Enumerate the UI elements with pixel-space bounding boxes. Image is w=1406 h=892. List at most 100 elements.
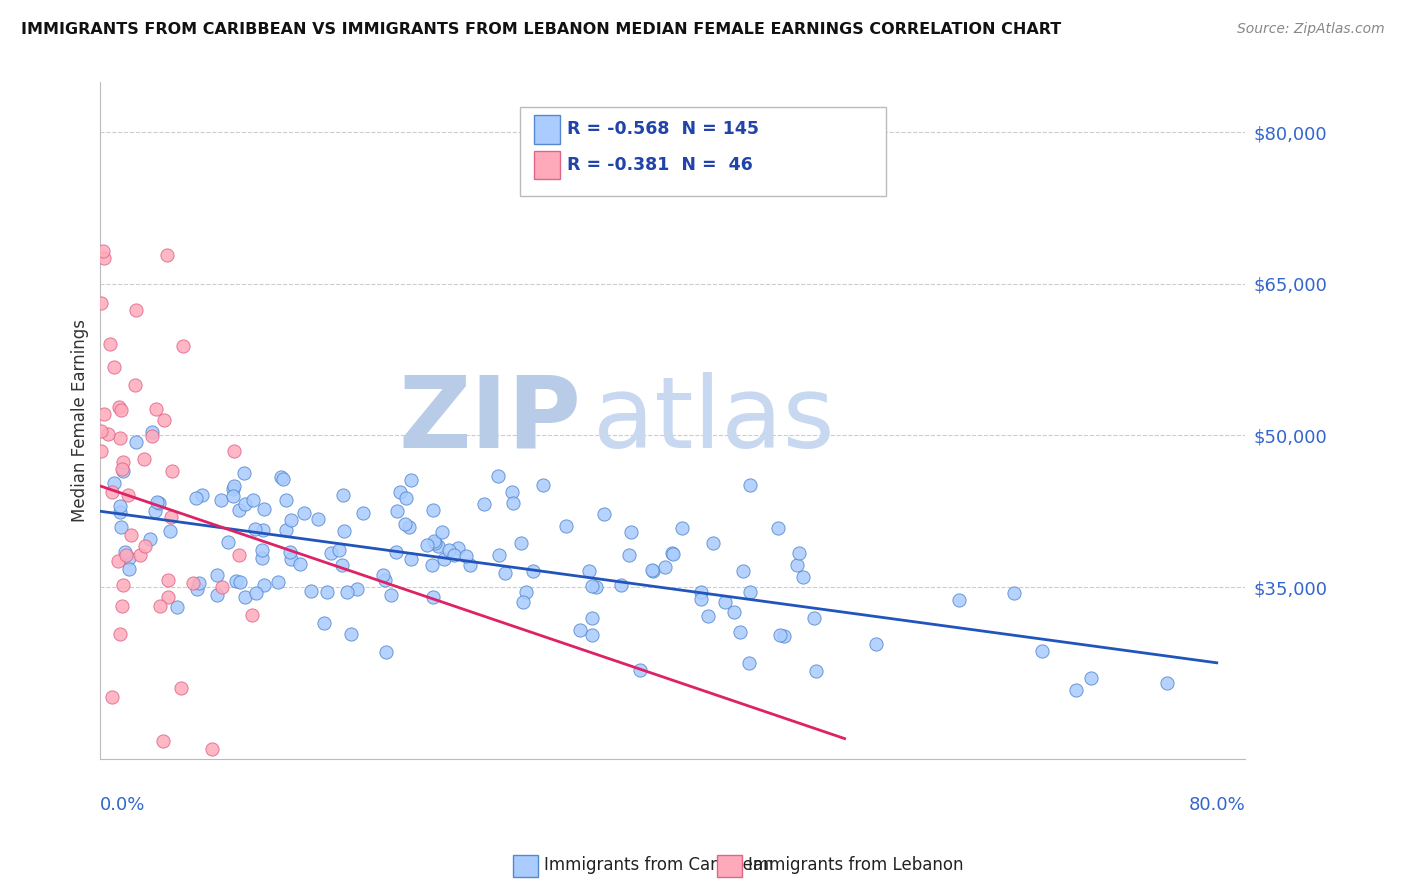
Point	[111, 462, 134, 476]
Point	[554, 518, 576, 533]
Point	[148, 496, 170, 510]
Point	[190, 487, 212, 501]
Point	[90, 443, 112, 458]
Point	[225, 574, 247, 588]
Point	[515, 585, 537, 599]
Point	[188, 576, 211, 591]
Point	[420, 558, 443, 572]
Point	[224, 444, 246, 458]
Point	[948, 592, 970, 607]
Point	[501, 484, 523, 499]
Point	[274, 523, 297, 537]
Point	[181, 576, 204, 591]
Text: Immigrants from Caribbean: Immigrants from Caribbean	[544, 856, 773, 874]
Point	[160, 464, 183, 478]
Point	[240, 608, 263, 623]
Point	[276, 493, 298, 508]
Point	[118, 551, 141, 566]
Point	[786, 558, 808, 572]
Point	[110, 403, 132, 417]
Point	[252, 524, 274, 538]
Point	[129, 548, 152, 562]
Point	[242, 492, 264, 507]
Point	[138, 532, 160, 546]
Point	[1156, 675, 1178, 690]
Point	[447, 541, 470, 556]
Point	[117, 487, 139, 501]
Text: 0.0%: 0.0%	[100, 796, 146, 814]
Point	[146, 495, 169, 509]
Point	[107, 401, 129, 415]
Point	[769, 628, 792, 642]
Point	[610, 578, 633, 592]
Point	[401, 473, 423, 487]
Point	[209, 492, 232, 507]
Point	[531, 477, 554, 491]
Point	[93, 244, 115, 258]
Point	[101, 690, 124, 705]
Point	[433, 552, 456, 566]
Point	[186, 491, 208, 506]
Point	[143, 504, 166, 518]
Point	[90, 425, 112, 439]
Point	[662, 547, 685, 561]
Point	[388, 484, 411, 499]
Point	[488, 548, 510, 562]
Point	[233, 497, 256, 511]
Point	[395, 491, 418, 506]
Point	[312, 615, 335, 630]
Point	[125, 435, 148, 450]
Point	[228, 548, 250, 562]
Point	[271, 471, 294, 485]
Point	[731, 564, 754, 578]
Point	[522, 564, 544, 578]
Point	[486, 469, 509, 483]
Point	[93, 407, 115, 421]
Point	[456, 549, 478, 563]
Point	[766, 521, 789, 535]
Point	[90, 296, 112, 310]
Point	[205, 588, 228, 602]
Point	[107, 554, 129, 568]
Point	[792, 569, 814, 583]
Point	[245, 522, 267, 536]
Point	[111, 599, 134, 613]
Point	[115, 548, 138, 562]
Point	[592, 507, 614, 521]
Text: IMMIGRANTS FROM CARIBBEAN VS IMMIGRANTS FROM LEBANON MEDIAN FEMALE EARNINGS CORR: IMMIGRANTS FROM CARIBBEAN VS IMMIGRANTS …	[21, 22, 1062, 37]
Text: ZIP: ZIP	[398, 372, 581, 469]
Point	[332, 488, 354, 502]
Point	[714, 595, 737, 609]
Point	[124, 302, 146, 317]
Text: Source: ZipAtlas.com: Source: ZipAtlas.com	[1237, 22, 1385, 37]
Text: R = -0.381  N =  46: R = -0.381 N = 46	[567, 156, 752, 174]
Point	[97, 427, 120, 442]
Point	[156, 573, 179, 587]
Point	[319, 546, 342, 560]
Point	[352, 506, 374, 520]
Point	[803, 610, 825, 624]
Point	[702, 536, 724, 550]
Point	[398, 520, 420, 534]
Point	[380, 588, 402, 602]
Point	[152, 733, 174, 747]
Point	[423, 536, 446, 550]
Point	[280, 513, 302, 527]
Point	[217, 534, 239, 549]
Point	[110, 431, 132, 445]
Point	[159, 524, 181, 538]
Point	[512, 595, 534, 609]
Point	[103, 359, 125, 374]
Point	[267, 575, 290, 590]
Point	[98, 336, 121, 351]
Point	[394, 516, 416, 531]
Point	[690, 591, 713, 606]
Point	[112, 455, 135, 469]
Point	[641, 563, 664, 577]
Point	[232, 466, 254, 480]
Point	[494, 566, 516, 580]
Point	[510, 535, 533, 549]
Point	[118, 562, 141, 576]
Point	[156, 248, 179, 262]
Point	[581, 579, 603, 593]
